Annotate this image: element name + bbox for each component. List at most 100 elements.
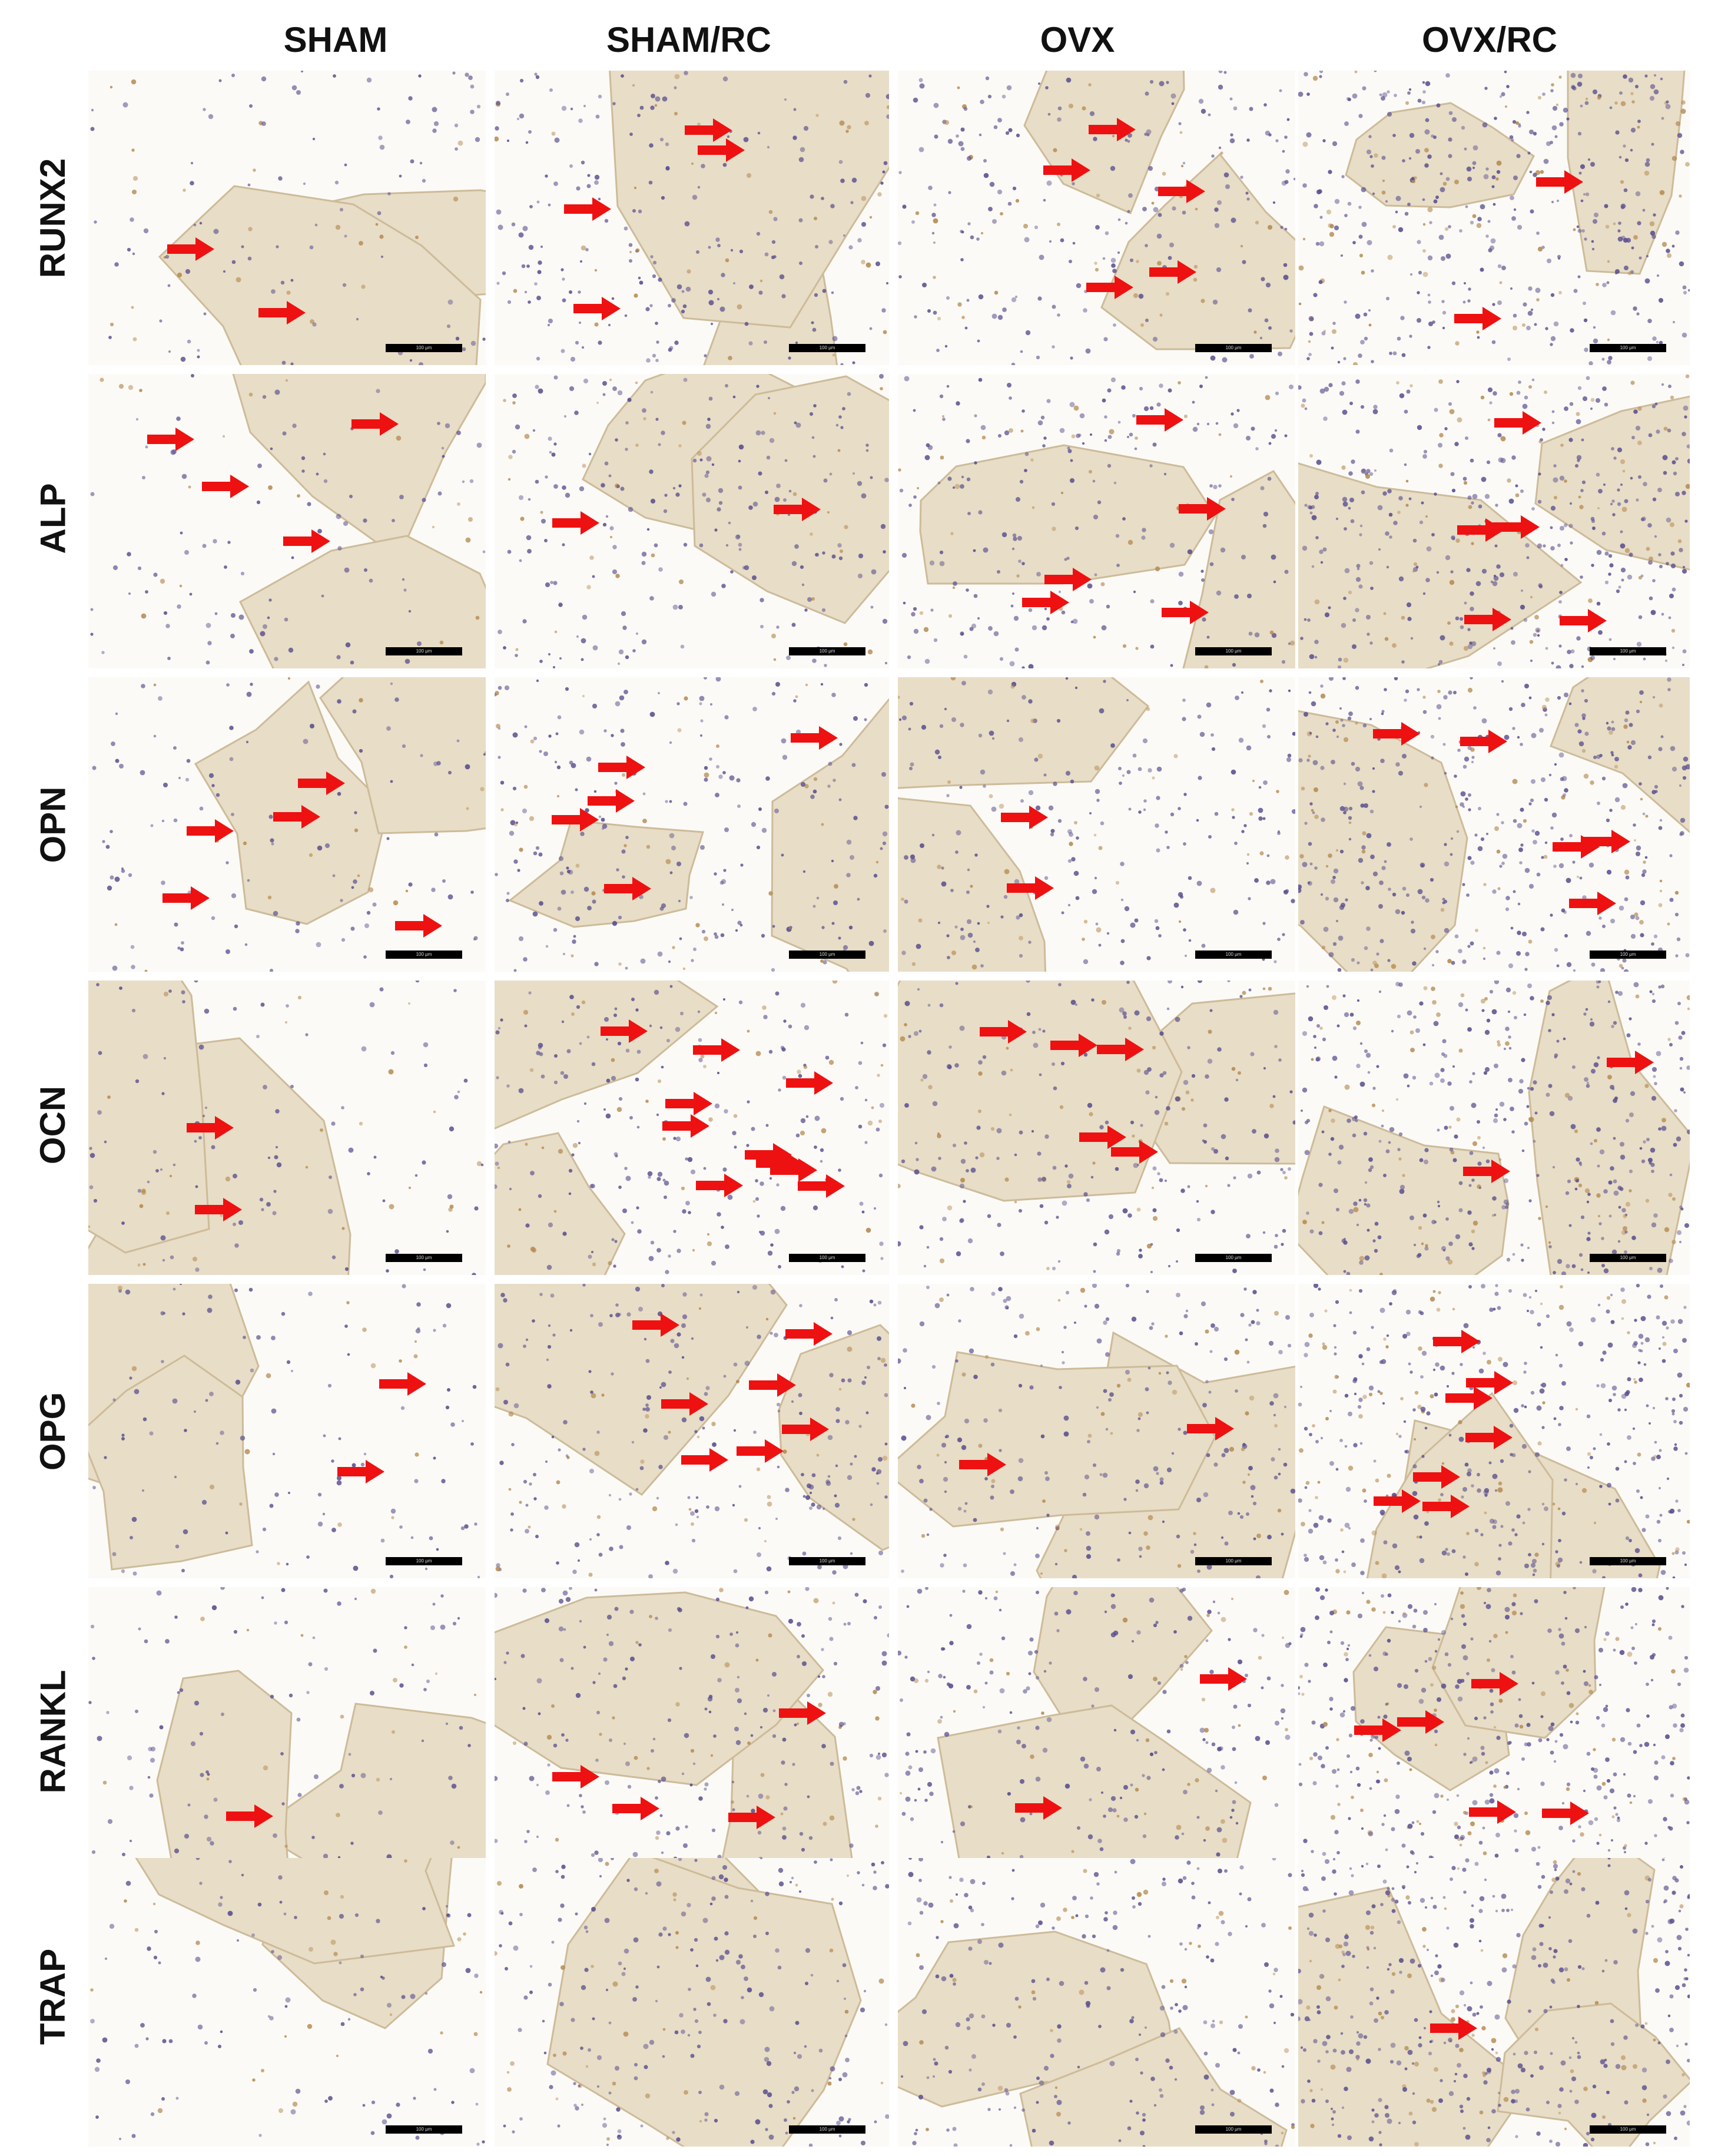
- scale-bar: [386, 951, 462, 959]
- red-arrow-icon: [1607, 1051, 1654, 1074]
- red-arrow-icon: [1001, 806, 1048, 829]
- scale-bar: [1590, 344, 1666, 352]
- red-arrow-icon: [696, 1174, 743, 1197]
- red-arrow-icon: [187, 819, 234, 843]
- micrograph-runx2-ovx-rc: 100 μm: [1298, 71, 1690, 365]
- red-arrow-icon: [665, 1092, 712, 1115]
- micrograph-runx2-sham-rc: 100 μm: [495, 71, 889, 365]
- tissue-image: [88, 1284, 486, 1578]
- scale-bar-label: 100 μm: [1620, 1558, 1636, 1564]
- micrograph-opn-ovx: 100 μm: [898, 677, 1295, 972]
- micrograph-alp-ovx: 100 μm: [898, 374, 1295, 668]
- red-arrow-icon: [779, 1701, 826, 1725]
- red-arrow-icon: [1583, 830, 1630, 853]
- scale-bar: [1590, 951, 1666, 959]
- red-arrow-icon: [785, 1322, 833, 1346]
- scale-bar-label: 100 μm: [416, 952, 432, 957]
- red-arrow-icon: [167, 237, 214, 261]
- tissue-image: [898, 71, 1295, 365]
- micrograph-opg-sham: 100 μm: [88, 1284, 486, 1578]
- red-arrow-icon: [598, 756, 645, 779]
- red-arrow-icon: [1022, 591, 1069, 614]
- red-arrow-icon: [552, 808, 599, 832]
- tissue-image: [495, 1587, 889, 1882]
- red-arrow-icon: [1162, 601, 1209, 624]
- scale-bar: [1590, 2125, 1666, 2134]
- red-arrow-icon: [162, 886, 210, 910]
- red-arrow-icon: [1422, 1495, 1470, 1518]
- red-arrow-icon: [1149, 260, 1196, 284]
- red-arrow-icon: [1044, 568, 1092, 591]
- scale-bar-label: 100 μm: [1225, 1558, 1242, 1564]
- scale-bar: [386, 1254, 462, 1262]
- red-arrow-icon: [1086, 276, 1133, 299]
- tissue-image: [495, 677, 889, 972]
- scale-bar-label: 100 μm: [416, 2127, 432, 2132]
- scale-bar: [1195, 2125, 1272, 2134]
- col-header-sham: SHAM: [283, 20, 388, 59]
- micrograph-opn-sham: 100 μm: [88, 677, 486, 972]
- scale-bar: [789, 1254, 865, 1262]
- red-arrow-icon: [1079, 1125, 1126, 1149]
- red-arrow-icon: [1465, 1426, 1513, 1449]
- scale-bar: [789, 344, 865, 352]
- red-arrow-icon: [588, 789, 635, 813]
- red-arrow-icon: [552, 511, 599, 535]
- red-arrow-icon: [661, 1392, 708, 1416]
- red-arrow-icon: [1445, 1386, 1493, 1410]
- red-arrow-icon: [273, 805, 320, 829]
- row-label-opn: OPN: [33, 786, 73, 863]
- micrograph-trap-sham-rc: 100 μm: [495, 1858, 889, 2147]
- red-arrow-icon: [1111, 1140, 1158, 1164]
- red-arrow-icon: [298, 771, 345, 795]
- red-arrow-icon: [737, 1439, 784, 1463]
- red-arrow-icon: [552, 1765, 599, 1789]
- red-arrow-icon: [980, 1020, 1027, 1044]
- red-arrow-icon: [564, 197, 611, 221]
- micrograph-rankl-ovx: 100 μm: [898, 1587, 1295, 1882]
- micrograph-runx2-ovx: 100 μm: [898, 71, 1295, 365]
- row-label-rankl: RANKL: [33, 1670, 73, 1793]
- scale-bar: [789, 951, 865, 959]
- micrograph-trap-ovx: 100 μm: [898, 1858, 1295, 2147]
- red-arrow-icon: [681, 1448, 728, 1472]
- row-label-trap: TRAP: [33, 1948, 73, 2045]
- tissue-image: [898, 1284, 1295, 1578]
- red-arrow-icon: [756, 1151, 803, 1175]
- red-arrow-icon: [1433, 1330, 1480, 1353]
- tissue-image: [495, 1858, 889, 2147]
- scale-bar: [386, 2125, 462, 2134]
- red-arrow-icon: [147, 428, 194, 451]
- scale-bar-label: 100 μm: [1620, 345, 1636, 350]
- red-arrow-icon: [1097, 1038, 1144, 1061]
- tissue-image: [88, 1587, 486, 1882]
- red-arrow-icon: [1569, 892, 1616, 915]
- tissue-image: [1298, 981, 1690, 1275]
- scale-bar-label: 100 μm: [1620, 648, 1636, 654]
- red-arrow-icon: [1542, 1801, 1589, 1825]
- red-arrow-icon: [798, 1174, 845, 1198]
- red-arrow-icon: [1015, 1796, 1062, 1820]
- scale-bar-label: 100 μm: [416, 648, 432, 654]
- scale-bar-label: 100 μm: [819, 1255, 835, 1260]
- micrograph-ocn-sham-rc: 100 μm: [495, 981, 889, 1275]
- scale-bar-label: 100 μm: [1620, 952, 1636, 957]
- red-arrow-icon: [283, 529, 330, 553]
- micrograph-rankl-ovx-rc: 100 μm: [1298, 1587, 1690, 1882]
- tissue-image: [898, 677, 1295, 972]
- red-arrow-icon: [791, 726, 838, 750]
- col-header-ovx-rc: OVX/RC: [1421, 20, 1558, 59]
- tissue-image: [495, 71, 889, 365]
- scale-bar: [386, 1557, 462, 1565]
- red-arrow-icon: [1560, 609, 1607, 632]
- red-arrow-icon: [1466, 1371, 1513, 1395]
- red-arrow-icon: [698, 138, 745, 162]
- red-arrow-icon: [1043, 158, 1090, 182]
- micrograph-alp-sham: 100 μm: [88, 374, 486, 668]
- scale-bar: [789, 647, 865, 655]
- col-header-ovx: OVX: [1040, 20, 1115, 59]
- red-arrow-icon: [187, 1116, 234, 1140]
- red-arrow-icon: [226, 1804, 273, 1828]
- micrograph-trap-ovx-rc: 100 μm: [1298, 1858, 1690, 2147]
